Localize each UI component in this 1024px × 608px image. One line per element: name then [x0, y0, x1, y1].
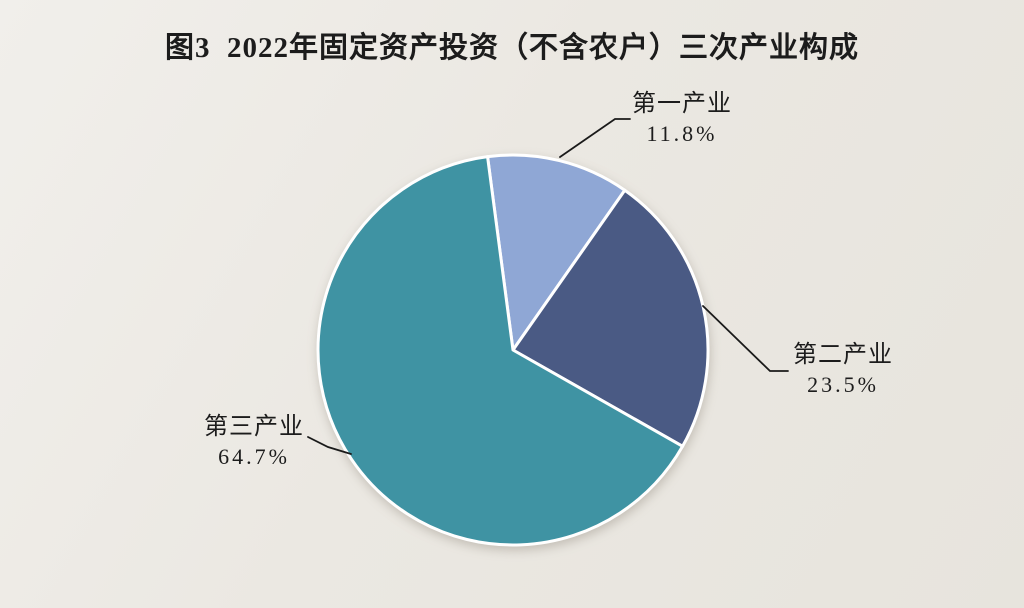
slice-value-secondary-industry: 23.5% — [807, 372, 879, 397]
slice-label-tertiary-industry: 第三产业 64.7% — [204, 413, 304, 471]
leader-line-1 — [559, 118, 631, 158]
slice-label-secondary-industry: 第二产业 23.5% — [793, 341, 893, 399]
chart-title: 图3 2022年固定资产投资（不含农户）三次产业构成 — [164, 32, 859, 64]
slice-value-tertiary-industry: 64.7% — [218, 444, 290, 469]
leader-line-3 — [307, 436, 352, 455]
slice-name-primary-industry: 第一产业 — [632, 91, 732, 117]
slice-value-primary-industry: 11.8% — [646, 121, 718, 146]
pie-slice-1 — [486, 153, 627, 352]
leader-line-2 — [702, 305, 789, 372]
slice-label-primary-industry: 第一产业 11.8% — [632, 90, 732, 148]
slice-name-tertiary-industry: 第三产业 — [204, 414, 304, 440]
pie-slice-3 — [316, 155, 685, 547]
leader-lines-group — [307, 118, 789, 455]
pie-slices-group — [316, 153, 710, 547]
slice-name-secondary-industry: 第二产业 — [793, 342, 893, 368]
